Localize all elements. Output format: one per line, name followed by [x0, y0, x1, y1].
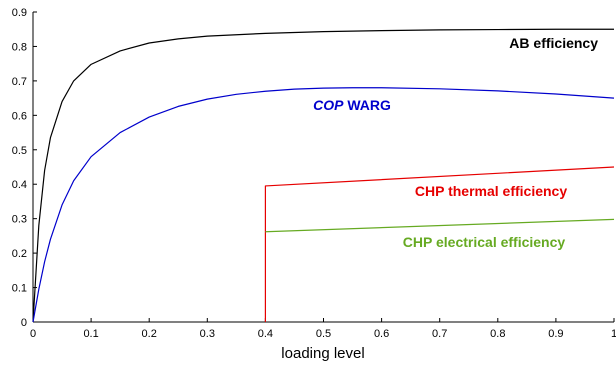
y-tick-label: 0.4: [12, 179, 27, 191]
y-tick-label: 0.3: [12, 214, 27, 226]
chp-electrical-efficiency-label: CHP electrical efficiency: [403, 234, 566, 250]
label-part: COP: [313, 97, 344, 113]
y-tick-label: 0.1: [12, 283, 27, 295]
ab-efficiency-line: [32, 28, 614, 323]
x-tick-label: 0.4: [258, 328, 273, 340]
x-tick-label: 0: [30, 328, 36, 340]
y-tick-label: 0: [21, 317, 27, 329]
x-tick-label: 0.5: [316, 328, 331, 340]
y-tick-label: 0.9: [12, 7, 27, 19]
x-tick-label: 0.9: [548, 328, 563, 340]
label-part: CHP thermal efficiency: [415, 183, 567, 199]
cop-warg-label: COP WARG: [313, 97, 391, 113]
x-tick-label: 1: [611, 328, 616, 340]
chp-thermal-efficiency-label: CHP thermal efficiency: [415, 183, 567, 199]
label-part: WARG: [343, 97, 391, 113]
y-tick-label: 0.2: [12, 248, 27, 260]
x-tick-label: 0.1: [83, 328, 98, 340]
ab-efficiency-label: AB efficiency: [509, 35, 598, 51]
chp-electrical-efficiency-line: [265, 218, 615, 233]
y-tick-label: 0.8: [12, 41, 27, 53]
cop-warg-line: [32, 87, 615, 323]
y-tick-label: 0.7: [12, 76, 27, 88]
ticks: 0 0.1 0.2 0.3 0.4 0.5 0.6 0.7 0.8 0.9 1 0 0.1 0.2 0.3 0…: [12, 7, 616, 340]
x-tick-label: 0.7: [432, 328, 447, 340]
x-tick-label: 0.8: [490, 328, 505, 340]
chp-thermal-efficiency-line: [264, 166, 615, 322]
label-part: CHP electrical efficiency: [403, 234, 566, 250]
x-tick-label: 0.2: [142, 328, 157, 340]
y-tick-label: 0.6: [12, 110, 27, 122]
label-part: AB efficiency: [509, 35, 598, 51]
series-lines: [32, 28, 615, 323]
series-labels: AB efficiency COP WARG CHP thermal efficie…: [313, 35, 598, 250]
x-tick-label: 0.3: [200, 328, 215, 340]
x-tick-label: 0.6: [374, 328, 389, 340]
axes: [32, 12, 614, 323]
x-axis-label: loading level: [281, 345, 364, 362]
y-tick-label: 0.5: [12, 145, 27, 157]
